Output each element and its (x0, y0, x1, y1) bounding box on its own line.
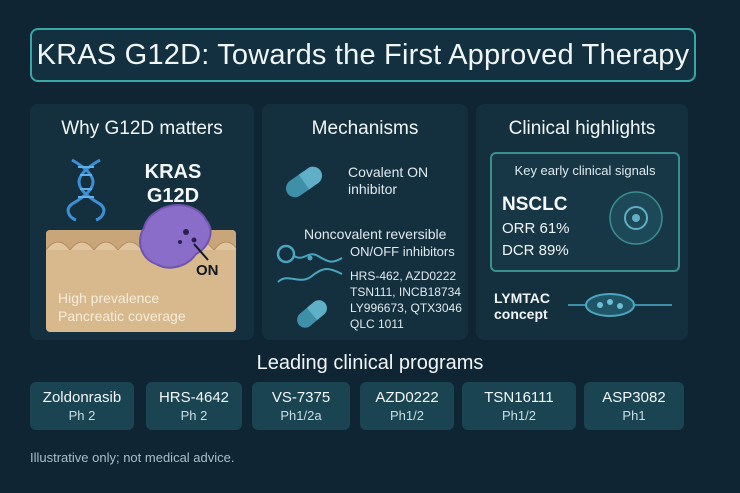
lymtac-label: LYMTAC concept (494, 290, 550, 322)
program-phase: Ph1 (622, 408, 646, 423)
orr-value: ORR 61% (502, 220, 570, 237)
program-name: ASP3082 (602, 389, 666, 406)
dcr-value: DCR 89% (502, 242, 569, 259)
lysosome-icon (568, 293, 672, 317)
program-card: Zoldonrasib Ph 2 (30, 382, 134, 430)
capsule-icon (297, 300, 327, 328)
lymtac-line2: concept (494, 306, 548, 322)
program-card: AZD0222 Ph1/2 (360, 382, 454, 430)
program-phase: Ph 2 (68, 408, 96, 423)
title-banner: KRAS G12D: Towards the First Approved Th… (30, 28, 696, 82)
covalent-line2: inhibitor (348, 181, 398, 197)
point-pancreatic-coverage: Pancreatic coverage (58, 308, 186, 324)
program-name: TSN16111 (484, 389, 554, 406)
noncovalent-line2: ON/OFF inhibitors (350, 244, 455, 259)
disclaimer: Illustrative only; not medical advice. (30, 450, 235, 465)
capsule-icon (285, 166, 323, 198)
programs-title: Leading clinical programs (256, 352, 484, 374)
dna-icon (66, 158, 106, 222)
program-name: VS-7375 (271, 389, 331, 406)
mechanisms-heading: Mechanisms (311, 118, 419, 139)
kras-protein-icon (139, 204, 212, 269)
compound-item: TSN111, INCB18734 (350, 285, 461, 299)
kras-label-line2: G12D (146, 185, 200, 207)
clinical-panel: Clinical highlights Key early clinical s… (476, 104, 688, 340)
program-phase: Ph1/2a (280, 408, 322, 423)
on-state-label: ON (196, 262, 219, 279)
compound-item: LY996673, QTX3046 (350, 301, 462, 315)
signals-title: Key early clinical signals (514, 163, 656, 178)
page-title: KRAS G12D: Towards the First Approved Th… (36, 38, 690, 71)
lymtac-line1: LYMTAC (494, 290, 550, 306)
program-name: HRS-4642 (158, 389, 230, 406)
program-name: Zoldonrasib (42, 389, 122, 406)
noncovalent-line1: Noncovalent reversible (304, 226, 447, 242)
program-card: TSN16111 Ph1/2 (462, 382, 576, 430)
molecule-icon (276, 244, 343, 283)
program-phase: Ph1/2 (390, 408, 424, 423)
program-name: AZD0222 (375, 389, 439, 406)
covalent-text: Covalent ON inhibitor (348, 164, 428, 198)
why-g12d-panel: Why G12D matters KRAS G12D High prevalen… (30, 104, 254, 340)
indication-label: NSCLC (502, 194, 568, 215)
target-icon (609, 191, 663, 245)
compound-item: HRS-462, AZD0222 (350, 269, 457, 283)
covalent-line1: Covalent ON (348, 164, 429, 180)
why-heading: Why G12D matters (61, 118, 223, 139)
program-card: VS-7375 Ph1/2a (252, 382, 350, 430)
kras-label-line1: KRAS (144, 161, 202, 183)
point-high-prevalence: High prevalence (58, 290, 160, 306)
program-phase: Ph 2 (180, 408, 208, 423)
program-card: HRS-4642 Ph 2 (146, 382, 242, 430)
mechanisms-panel: Mechanisms Covalent ON inhibitor Noncova… (262, 104, 468, 340)
kras-g12d-label: KRAS G12D (138, 160, 208, 208)
program-phase: Ph1/2 (502, 408, 536, 423)
compound-list: HRS-462, AZD0222 TSN111, INCB18734 LY996… (350, 268, 462, 332)
clinical-heading: Clinical highlights (508, 118, 656, 139)
compound-item: QLC 1011 (350, 317, 404, 331)
program-card: ASP3082 Ph1 (584, 382, 684, 430)
clinical-signals-box: Key early clinical signals NSCLC ORR 61%… (490, 152, 680, 272)
